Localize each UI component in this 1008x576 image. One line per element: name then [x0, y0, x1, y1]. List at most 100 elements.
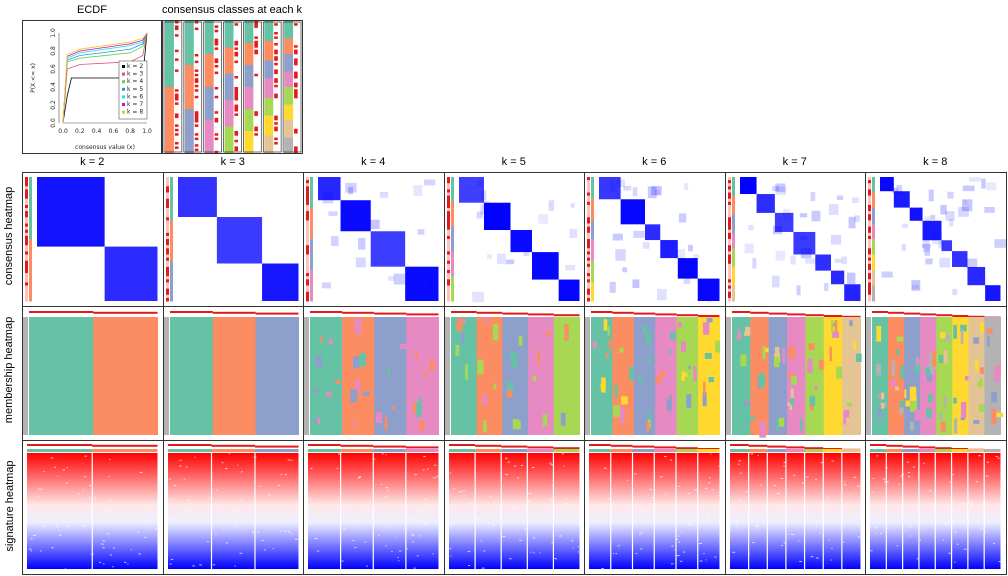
consensus-block	[645, 224, 660, 240]
ecdf-title: ECDF	[22, 4, 162, 16]
consensus-block	[844, 284, 860, 301]
membership-heatmap-k4	[303, 306, 445, 441]
signature-heatmap-k8	[865, 440, 1007, 575]
ecdf-xtick: 0.2	[75, 128, 85, 135]
ecdf-ytick: 0.6	[50, 64, 57, 74]
ecdf-ytick: 0.8	[50, 46, 57, 56]
consensus-block	[756, 194, 774, 213]
ecdf-xtick: 1.0	[142, 128, 152, 135]
consensus-block	[105, 247, 158, 301]
membership-block	[476, 317, 502, 435]
ecdf-ytick: 0.0	[50, 118, 57, 128]
column-title-k4: k = 4	[303, 156, 444, 168]
consensus-heatmap-k8	[865, 172, 1007, 307]
row-label-membership: membership heatmap	[3, 305, 15, 435]
class-strip-k3	[184, 21, 202, 153]
membership-block	[406, 317, 439, 435]
membership-block	[255, 317, 298, 435]
membership-heatmap-k7	[725, 306, 867, 441]
membership-heatmap-k5	[444, 306, 586, 441]
membership-block	[93, 317, 158, 435]
membership-block	[170, 317, 213, 435]
class-strip-k2	[164, 21, 182, 153]
ecdf-ytick: 0.4	[50, 82, 57, 92]
membership-block	[634, 317, 656, 435]
ecdf-xtick: 0.6	[109, 128, 119, 135]
consensus-block	[740, 177, 757, 194]
signature-heatmap-k5	[444, 440, 586, 575]
consensus-block	[178, 177, 217, 217]
class-strip-k8	[283, 21, 301, 153]
legend-label: k = 8	[127, 109, 143, 116]
membership-heatmap-k2	[22, 306, 164, 441]
consensus-block	[405, 267, 438, 301]
membership-heatmap-k6	[584, 306, 726, 441]
consensus-heatmap-k3	[163, 172, 305, 307]
membership-heatmap-k3	[163, 306, 305, 441]
membership-block	[29, 317, 94, 435]
ecdf-panel: 0.0 0.2 0.4 0.6 0.8 1.0 0.0 0.2 0.4 0.6 0.8 1.0 cons…	[22, 20, 162, 154]
row-label-consensus: consensus heatmap	[3, 181, 15, 291]
signature-heatmap-k4	[303, 440, 445, 575]
classes-panel	[162, 20, 303, 154]
row-label-signature: signature heatmap	[4, 446, 16, 566]
consensus-block	[262, 264, 298, 301]
consensus-heatmap-k6	[584, 172, 726, 307]
signature-gradient	[730, 453, 861, 569]
legend-swatch	[122, 65, 125, 68]
consensus-block	[678, 258, 698, 279]
column-title-k7: k = 7	[725, 156, 866, 168]
classes-title: consensus classes at each k	[162, 4, 302, 16]
consensus-block	[341, 200, 371, 231]
consensus-block	[985, 285, 1000, 301]
classes-plot	[163, 21, 302, 153]
column-title-k3: k = 3	[163, 156, 304, 168]
ecdf-xtick: 0.8	[125, 128, 135, 135]
class-strip-k5	[224, 21, 242, 153]
legend-label: k = 2	[127, 63, 143, 70]
legend-label: k = 4	[127, 78, 143, 85]
consensus-block	[815, 254, 831, 270]
ecdf-ylabel: P(X <= x)	[30, 63, 37, 93]
ecdf-legend: k = 2k = 3k = 4k = 5k = 6k = 7k = 8	[119, 61, 147, 119]
membership-heatmap-k8	[865, 306, 1007, 441]
column-title-k2: k = 2	[22, 156, 163, 168]
class-strip-k6	[243, 21, 261, 153]
class-strip-k7	[263, 21, 281, 153]
consensus-block	[967, 267, 985, 285]
column-title-k5: k = 5	[444, 156, 585, 168]
membership-block	[502, 317, 528, 435]
ecdf-xtick: 0.0	[58, 128, 68, 135]
signature-gradient	[168, 453, 299, 569]
signature-heatmap-k7	[725, 440, 867, 575]
class-strip-k4	[204, 21, 222, 153]
legend-label: k = 3	[127, 71, 143, 78]
consensus-block	[910, 208, 923, 221]
legend-label: k = 6	[127, 93, 143, 100]
legend-swatch	[122, 88, 125, 91]
column-title-k6: k = 6	[584, 156, 725, 168]
consensus-heatmap-k2	[22, 172, 164, 307]
membership-block	[310, 317, 343, 435]
membership-block	[805, 317, 824, 435]
legend-swatch	[122, 111, 125, 114]
ecdf-xlabel: consensus value (x)	[75, 144, 135, 151]
membership-block	[342, 317, 375, 435]
column-title-k8: k = 8	[865, 156, 1006, 168]
legend-swatch	[122, 95, 125, 98]
consensus-heatmap-k7	[725, 172, 867, 307]
consensus-block	[371, 231, 405, 266]
ecdf-ytick: 1.0	[50, 28, 57, 38]
ecdf-ytick: 0.2	[50, 100, 57, 110]
ecdf-xtick: 0.4	[92, 128, 102, 135]
legend-swatch	[122, 73, 125, 76]
ecdf-plot: 0.0 0.2 0.4 0.6 0.8 1.0 0.0 0.2 0.4 0.6 0.8 1.0 cons…	[23, 21, 161, 153]
consensus-block	[216, 217, 261, 263]
legend-label: k = 5	[127, 86, 143, 93]
consensus-block	[37, 177, 105, 247]
legend-swatch	[122, 80, 125, 83]
signature-heatmap-k3	[163, 440, 305, 575]
legend-swatch	[122, 103, 125, 106]
membership-block	[212, 317, 255, 435]
consensus-block	[831, 271, 844, 285]
